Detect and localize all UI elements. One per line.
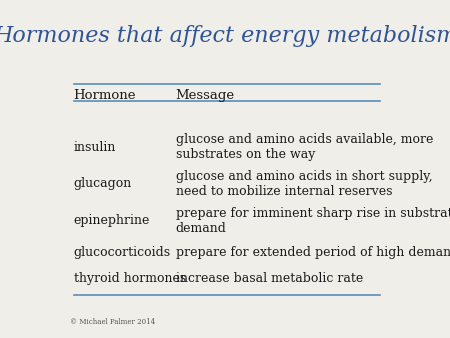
- Text: glucocorticoids: glucocorticoids: [74, 246, 171, 259]
- Text: glucose and amino acids in short supply,
need to mobilize internal reserves: glucose and amino acids in short supply,…: [176, 170, 432, 198]
- Text: prepare for imminent sharp rise in substrate
demand: prepare for imminent sharp rise in subst…: [176, 207, 450, 235]
- Text: prepare for extended period of high demand: prepare for extended period of high dema…: [176, 246, 450, 259]
- Text: Message: Message: [176, 89, 235, 102]
- Text: glucagon: glucagon: [74, 177, 132, 190]
- Text: insulin: insulin: [74, 141, 116, 154]
- Text: increase basal metabolic rate: increase basal metabolic rate: [176, 272, 363, 285]
- Text: Hormones that affect energy metabolism: Hormones that affect energy metabolism: [0, 25, 450, 47]
- Text: Hormone: Hormone: [74, 89, 136, 102]
- Text: glucose and amino acids available, more
substrates on the way: glucose and amino acids available, more …: [176, 134, 433, 161]
- Text: epinephrine: epinephrine: [74, 214, 150, 227]
- Text: thyroid hormones: thyroid hormones: [74, 272, 186, 285]
- Text: © Michael Palmer 2014: © Michael Palmer 2014: [70, 318, 156, 326]
